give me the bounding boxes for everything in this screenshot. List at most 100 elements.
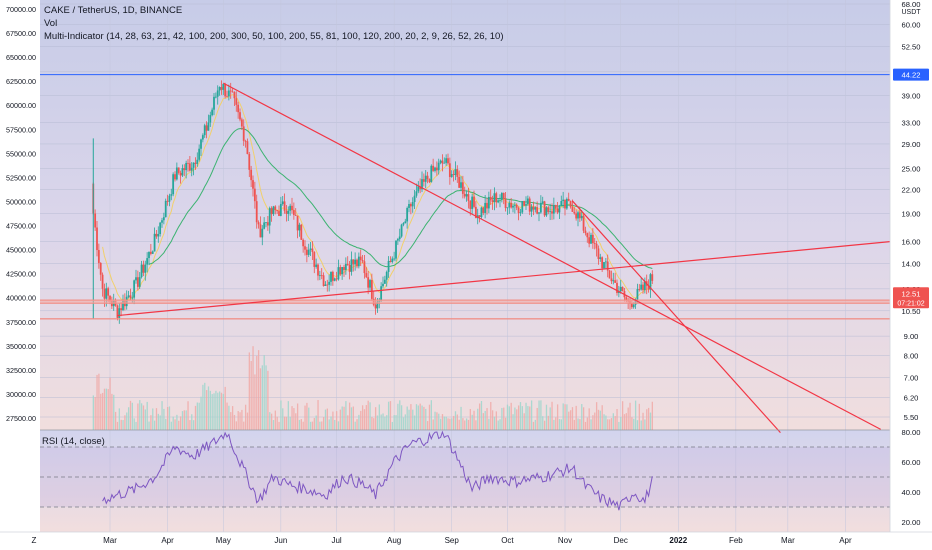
candle-body: [575, 213, 578, 219]
candle-body: [545, 207, 548, 216]
candle-body: [187, 162, 189, 164]
volume-bar: [497, 420, 499, 430]
candle-body: [398, 236, 401, 240]
candle-body: [569, 200, 572, 207]
candle-body: [146, 258, 149, 265]
rsi-axis-tick: 20.00: [901, 518, 920, 527]
volume-bar: [334, 419, 336, 430]
volume-label[interactable]: Vol: [44, 18, 58, 29]
candle-body: [313, 251, 316, 267]
candle-body: [539, 202, 542, 213]
right-axis-tick: 14.00: [901, 260, 920, 269]
right-axis-tick: 10.50: [901, 307, 920, 316]
symbol-title[interactable]: CAKE / TetherUS, 1D, BINANCE: [44, 5, 183, 16]
candle-body: [603, 262, 605, 269]
volume-bar: [538, 400, 540, 430]
candle-body: [376, 301, 379, 309]
candle-body: [647, 285, 650, 290]
volume-bar: [413, 415, 416, 430]
candle-body: [484, 202, 487, 213]
candle-body: [389, 260, 392, 262]
volume-bar: [430, 400, 432, 430]
volume-bar: [374, 407, 377, 430]
volume-bar: [109, 377, 111, 430]
right-axis-tick: 29.00: [901, 140, 920, 149]
level-price-badge-bg: [893, 68, 929, 81]
candle-body: [133, 280, 136, 298]
left-axis-tick: 52500.00: [6, 173, 36, 182]
volume-bar: [150, 415, 152, 430]
volume-bar: [161, 401, 163, 430]
volume-bar: [345, 401, 347, 430]
candle-body: [502, 193, 505, 200]
candle-body: [122, 300, 124, 311]
volume-bar: [640, 420, 642, 430]
candle-body: [396, 239, 399, 241]
candle-body: [289, 205, 292, 211]
volume-bar: [354, 421, 356, 430]
candle-body: [478, 215, 481, 218]
candle-body: [109, 295, 111, 302]
candle-body: [222, 83, 225, 90]
volume-bar: [436, 412, 438, 430]
candle-body: [577, 212, 579, 219]
candle-body: [393, 258, 396, 260]
candle-body: [630, 303, 633, 308]
indicator-label[interactable]: Multi-Indicator (14, 28, 63, 21, 42, 100…: [44, 31, 504, 42]
candle-body: [265, 222, 267, 224]
volume-bar: [157, 413, 159, 430]
volume-bar: [514, 407, 516, 430]
candle-body: [430, 165, 433, 183]
volume-bar: [408, 409, 410, 430]
candle-body: [131, 297, 134, 299]
volume-bar: [226, 402, 228, 430]
volume-bar: [512, 414, 514, 430]
volume-bar: [647, 407, 650, 430]
candle-body: [320, 275, 323, 277]
volume-bar: [332, 411, 334, 430]
volume-bar: [127, 407, 130, 430]
chart-legend: CAKE / TetherUS, 1D, BINANCE Vol Multi-I…: [44, 4, 504, 43]
candle-body: [281, 201, 284, 204]
volume-bar: [465, 418, 468, 430]
candle-body: [259, 224, 262, 238]
candle-body: [192, 162, 195, 168]
volume-bar: [222, 393, 224, 430]
left-axis-tick: 67500.00: [6, 29, 36, 38]
volume-bar: [309, 421, 312, 430]
candle-body: [591, 234, 594, 244]
volume-bar: [581, 404, 583, 430]
candle-body: [350, 259, 353, 272]
candle-body: [580, 215, 583, 219]
volume-bar: [380, 414, 382, 430]
volume-bar: [187, 401, 189, 430]
volume-bar: [406, 406, 408, 430]
volume-bar: [248, 352, 250, 430]
volume-bar: [179, 416, 182, 430]
volume-bar: [475, 420, 477, 430]
candle-body: [207, 122, 210, 131]
volume-bar: [439, 418, 442, 430]
candle-body: [495, 193, 498, 203]
candle-body: [177, 167, 180, 173]
candle-body: [266, 222, 269, 226]
right-axis-tick: 6.20: [904, 393, 919, 402]
candle-body: [463, 193, 466, 197]
candle-body: [341, 267, 344, 275]
volume-bar: [490, 401, 492, 430]
candle-body: [543, 201, 546, 216]
volume-bar: [165, 418, 167, 430]
volume-bar: [426, 421, 429, 430]
candle-body: [144, 264, 147, 273]
volume-bar: [367, 400, 369, 430]
time-axis-label: Oct: [501, 536, 514, 545]
volume-bar: [438, 413, 440, 430]
candle-body: [612, 280, 615, 282]
volume-bar: [503, 407, 505, 430]
rsi-label[interactable]: RSI (14, close): [42, 436, 105, 447]
candle-series: [92, 80, 654, 324]
volume-bar: [614, 416, 616, 430]
candle-body: [474, 206, 477, 219]
candle-body: [183, 168, 186, 171]
